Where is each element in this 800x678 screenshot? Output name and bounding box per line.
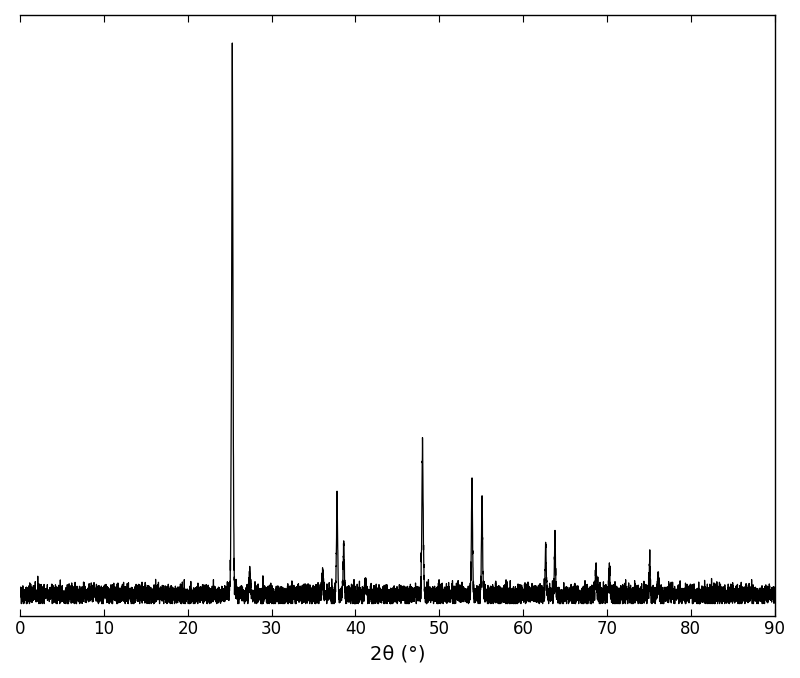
X-axis label: 2θ (°): 2θ (°) bbox=[370, 644, 425, 663]
